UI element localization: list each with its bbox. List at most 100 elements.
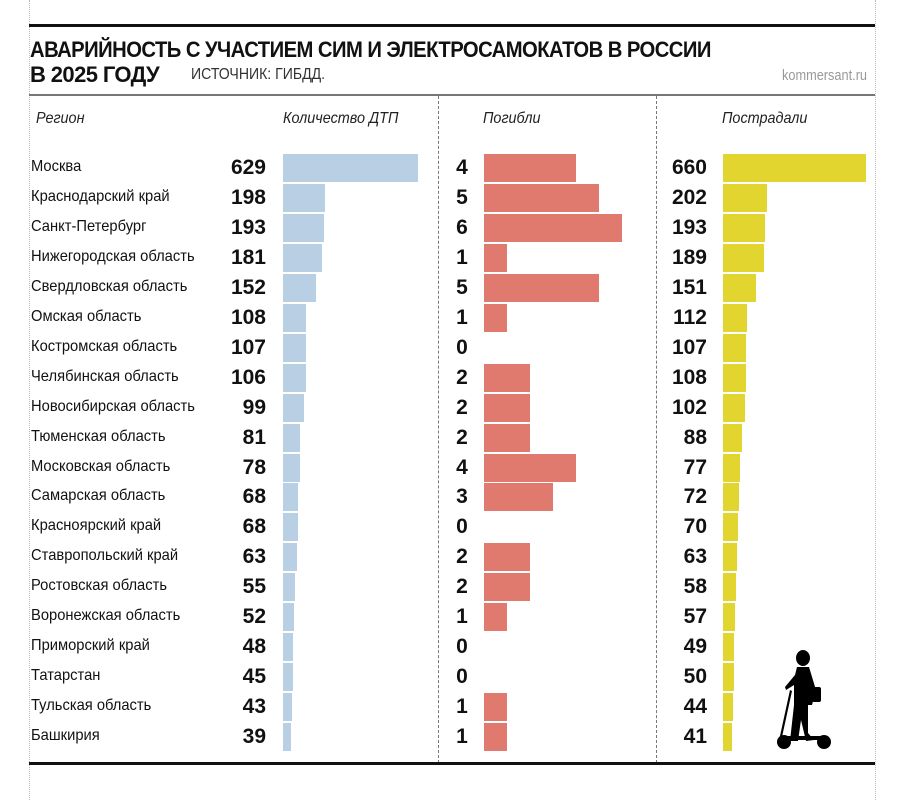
deaths-value: 2 [456, 575, 468, 599]
accidents-value: 78 [242, 455, 266, 479]
accidents-bar [283, 663, 293, 692]
injured-value: 72 [683, 485, 707, 509]
deaths-bar [484, 543, 530, 572]
injured-bar [723, 154, 866, 182]
deaths-value: 0 [456, 515, 468, 539]
table-row: Московская область 78 4 77 [0, 453, 907, 483]
region-label: Свердловская область [31, 277, 188, 295]
accidents-bar [283, 633, 294, 662]
injured-bar [723, 603, 736, 632]
injured-bar [723, 543, 737, 572]
region-label: Ростовская область [31, 577, 168, 595]
accidents-value: 108 [230, 305, 266, 329]
region-label: Москва [31, 158, 82, 175]
deaths-value: 4 [456, 156, 468, 179]
injured-value: 151 [671, 275, 707, 299]
accidents-value: 181 [230, 245, 266, 269]
table-row: Татарстан 45 0 50 [0, 662, 907, 692]
accidents-bar [283, 483, 298, 512]
header-injured: Пострадали [722, 110, 808, 127]
injured-value: 77 [683, 455, 707, 479]
deaths-bar [484, 723, 507, 752]
table-row: Тюменская область 81 2 88 [0, 423, 907, 453]
header-accidents: Количество ДТП [283, 110, 399, 127]
region-label: Московская область [31, 457, 171, 475]
region-label: Санкт-Петербург [31, 217, 147, 235]
deaths-value: 2 [456, 425, 468, 449]
accidents-value: 43 [242, 695, 266, 719]
deaths-value: 5 [456, 275, 468, 299]
accidents-bar [283, 273, 316, 302]
region-label: Нижегородская область [31, 247, 195, 265]
injured-value: 49 [683, 635, 707, 659]
chart-title: АВАРИЙНОСТЬ С УЧАСТИЕМ СИМ И ЭЛЕКТРОСАМО… [30, 37, 711, 62]
accidents-value: 107 [230, 335, 266, 359]
region-label: Краснодарский край [31, 187, 170, 205]
accidents-bar [283, 543, 297, 572]
injured-value: 189 [671, 245, 707, 269]
accidents-value: 152 [230, 275, 266, 299]
injured-bar [723, 513, 739, 542]
chart-subtitle: В 2025 ГОДУ [30, 62, 160, 87]
region-label: Челябинская область [31, 367, 179, 385]
table-row: Самарская область 68 3 72 [0, 482, 907, 512]
deaths-bar [484, 603, 507, 632]
accidents-value: 63 [242, 545, 266, 569]
injured-value: 107 [671, 335, 707, 359]
injured-bar [723, 243, 764, 272]
accidents-bar [283, 183, 326, 212]
accidents-bar [283, 513, 298, 542]
table-row: Нижегородская область 181 1 189 [0, 243, 907, 273]
deaths-value: 0 [456, 665, 468, 689]
deaths-value: 3 [456, 485, 468, 509]
accidents-value: 99 [242, 395, 266, 419]
injured-value: 70 [683, 515, 707, 539]
accidents-value: 198 [230, 185, 266, 209]
deaths-bar [484, 573, 530, 602]
deaths-bar [484, 363, 530, 392]
accidents-bar [283, 723, 292, 752]
accidents-value: 39 [242, 725, 266, 749]
deaths-value: 5 [456, 185, 468, 209]
left-border [29, 0, 30, 800]
injured-value: 88 [683, 425, 707, 449]
accidents-value: 68 [242, 485, 266, 509]
accidents-bar [283, 693, 293, 722]
deaths-bar [484, 243, 507, 272]
deaths-bar [484, 453, 576, 482]
deaths-bar [484, 273, 599, 302]
region-label: Костромская область [31, 337, 178, 355]
deaths-value: 2 [456, 365, 468, 389]
header-region: Регион [36, 110, 85, 127]
table-row: Краснодарский край 198 5 202 [0, 183, 907, 213]
accidents-bar [283, 333, 306, 362]
region-label: Приморский край [31, 637, 150, 655]
injured-value: 660 [671, 156, 707, 179]
injured-bar [723, 483, 739, 512]
region-label: Самарская область [31, 487, 166, 505]
region-label: Тульская область [31, 697, 152, 715]
injured-value: 193 [671, 215, 707, 239]
accidents-bar [283, 603, 295, 632]
table-row: Москва 629 4 660 [0, 153, 907, 183]
table-row: Тульская область 43 1 44 [0, 692, 907, 722]
region-label: Башкирия [31, 727, 100, 745]
header-rule [29, 94, 875, 96]
deaths-bar [484, 693, 507, 722]
deaths-value: 1 [456, 725, 468, 749]
injured-bar [723, 303, 748, 332]
deaths-bar [484, 483, 553, 512]
injured-bar [723, 183, 767, 212]
region-label: Ставропольский край [31, 547, 179, 565]
injured-bar [723, 423, 743, 452]
table-row: Омская область 108 1 112 [0, 303, 907, 333]
injured-value: 41 [683, 725, 707, 749]
accidents-value: 629 [230, 156, 266, 179]
top-rule [29, 24, 875, 27]
injured-bar [723, 453, 740, 482]
injured-bar [723, 663, 734, 692]
table-row: Санкт-Петербург 193 6 193 [0, 213, 907, 243]
injured-bar [723, 693, 733, 722]
table-row: Ростовская область 55 2 58 [0, 572, 907, 602]
injured-value: 63 [683, 545, 707, 569]
